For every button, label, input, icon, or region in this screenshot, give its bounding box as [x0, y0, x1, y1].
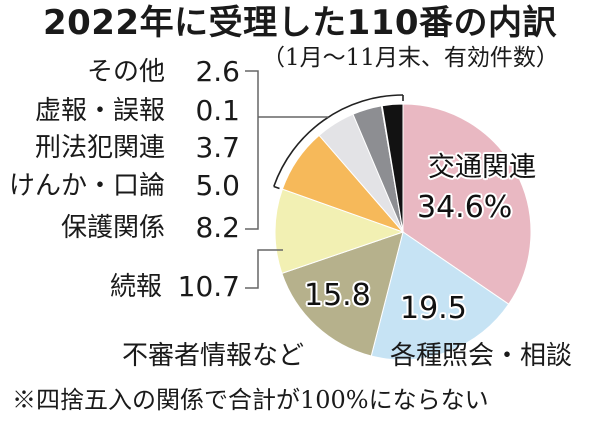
legend-connector-followup [245, 249, 283, 289]
caption-inquiry: 各種照会・相談 [390, 341, 573, 371]
pie-slice [370, 231, 510, 361]
legend-connector-group [245, 70, 329, 230]
pie-slice [274, 188, 405, 275]
footnote: ※四捨五入の関係で合計が100%にならない [12, 386, 489, 414]
chart-subtitle: （1月〜11月末、有効件数） [262, 45, 559, 71]
legend-value-criminal: 3.7 [195, 131, 240, 164]
legend-value-protection: 8.2 [195, 211, 240, 244]
legend-label-criminal: 刑法犯関連 [34, 133, 165, 163]
pie-value-inquiry: 19.5 [400, 291, 467, 326]
legend-value-other: 2.6 [195, 55, 240, 88]
legend-label-false-report: 虚報・誤報 [34, 96, 165, 126]
pie-value-suspicious: 15.8 [304, 278, 371, 313]
legend-value-quarrel: 5.0 [195, 169, 240, 202]
legend-label-followup: 続報 [109, 272, 162, 302]
caption-suspicious: 不審者情報など [122, 341, 305, 371]
legend-value-followup: 10.7 [177, 270, 240, 303]
pie-value-traffic: 34.6% [417, 190, 513, 225]
legend-label-quarrel: けんか・口論 [8, 171, 165, 201]
legend-label-protection: 保護関係 [60, 213, 165, 243]
legend-value-false-report: 0.1 [195, 94, 240, 127]
bracket-arc [273, 94, 404, 190]
chart-title: 2022年に受理した110番の内訳 [42, 3, 558, 43]
pie-label-traffic: 交通関連 [428, 152, 536, 183]
pie-slice [402, 103, 532, 305]
pie-slice [381, 103, 404, 233]
pie-slice [281, 231, 404, 357]
legend-label-other: その他 [86, 57, 165, 87]
pie-slices [274, 103, 532, 361]
